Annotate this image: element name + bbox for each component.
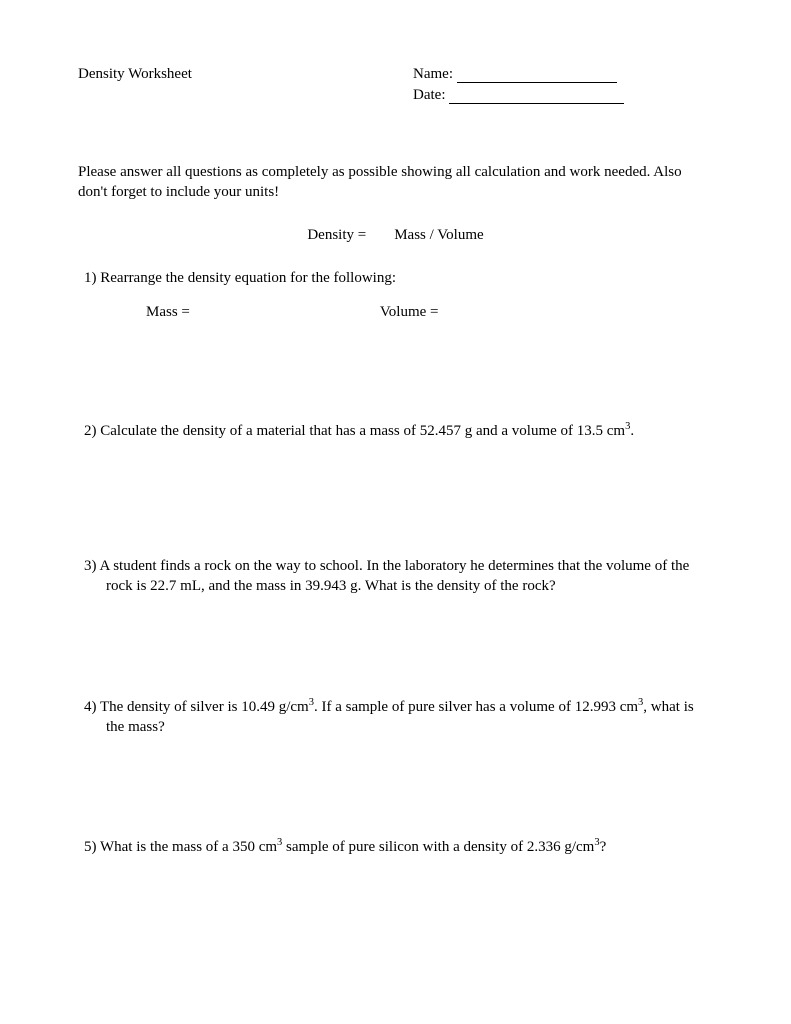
q5-number: 5) — [84, 839, 97, 855]
q3-text: A student finds a rock on the way to sch… — [99, 558, 689, 594]
question-2: 2) Calculate the density of a material t… — [78, 421, 713, 441]
question-4: 4) The density of silver is 10.49 g/cm3.… — [78, 697, 713, 738]
q5-text-a: What is the mass of a 350 cm — [100, 839, 277, 855]
date-field: Date: — [413, 87, 713, 104]
date-label: Date: — [413, 87, 445, 103]
header-spacer — [78, 87, 413, 104]
q2-number: 2) — [84, 423, 97, 439]
name-label: Name: — [413, 66, 453, 82]
formula-rhs: Mass / Volume — [394, 227, 483, 243]
worksheet-page: Density Worksheet Name: Date: Please ans… — [0, 0, 791, 857]
q4-text-b: . If a sample of pure silver has a volum… — [314, 699, 638, 715]
q1-subline: Mass = Volume = — [78, 304, 713, 321]
density-formula: Density = Mass / Volume — [78, 227, 713, 244]
name-field: Name: — [413, 66, 713, 83]
q2-text-b: . — [630, 423, 634, 439]
name-blank — [457, 82, 617, 83]
q5-text-c: ? — [600, 839, 607, 855]
question-1: 1) Rearrange the density equation for th… — [78, 268, 713, 288]
header-row: Density Worksheet Name: — [78, 66, 713, 83]
q4-number: 4) — [84, 699, 97, 715]
date-blank — [449, 103, 624, 104]
header-row-2: Date: — [78, 87, 713, 104]
q4-text-a: The density of silver is 10.49 g/cm — [100, 699, 309, 715]
formula-lhs: Density = — [307, 227, 366, 243]
question-3: 3) A student finds a rock on the way to … — [78, 556, 713, 597]
q2-text-a: Calculate the density of a material that… — [100, 423, 625, 439]
instructions-text: Please answer all questions as completel… — [78, 162, 713, 203]
q5-text-b: sample of pure silicon with a density of… — [282, 839, 594, 855]
q1-text: Rearrange the density equation for the f… — [100, 270, 396, 286]
question-5: 5) What is the mass of a 350 cm3 sample … — [78, 837, 713, 857]
q1-mass-label: Mass = — [146, 304, 190, 320]
q1-number: 1) — [84, 270, 97, 286]
q1-volume-label: Volume = — [380, 304, 439, 320]
q3-number: 3) — [84, 558, 97, 574]
worksheet-title: Density Worksheet — [78, 66, 413, 83]
